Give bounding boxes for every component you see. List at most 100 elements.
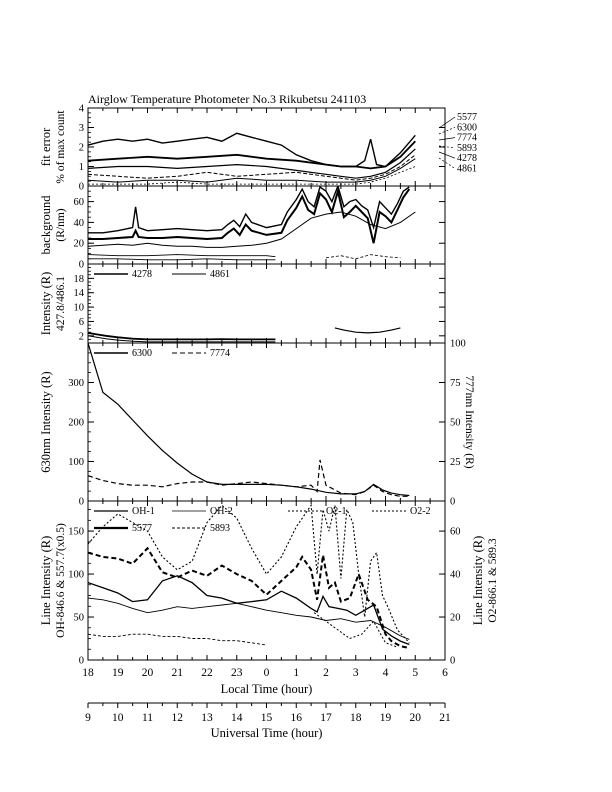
y-right-axis-label: Line Intensity (R) [471,536,485,626]
panel-blue-green-intensity: 2 6 10 14 18 Intensity (R) 427.8/486.1 4278 4861 [39,263,446,344]
panel-fit-error: 0 1 2 3 4 fit error% of max count 557763007774… [39,104,477,193]
ut-tick-label: 12 [172,712,184,724]
ut-tick-label: 16 [291,712,303,724]
y-tick-label: 50 [74,613,85,624]
series-7774 [88,459,410,497]
series-oh-1 [88,186,410,234]
legend-o2-2: O2-2 [410,506,431,517]
legend-7774: 7774 [210,348,230,359]
y-axis-label: 630nm Intensity (R) [39,371,53,472]
panel-red-oxygen-intensity: 0 100 200 300 0 25 50 75 100 630nm Intensity (R) 7… [39,339,475,508]
series-4278 [88,332,276,341]
series-o2-1 [88,211,416,248]
legend-5893: 5893 [210,523,230,534]
y-tick-label: 0 [79,656,84,667]
ut-tick-label: 11 [142,712,153,724]
y-axis-label-2: 777nm Intensity (R) [463,375,475,468]
series-5577 [88,258,276,261]
series-6300 [88,343,410,497]
series-4278-dawn [334,327,401,334]
y-tick-label: 60 [74,197,85,208]
chart-title: Airglow Temperature Photometer No.3 Riku… [88,92,366,106]
right-label-leader [438,137,456,141]
y-axis-label: fit error [39,127,53,166]
right-label-5893: 5893 [457,143,477,154]
y-tick-label: 0 [79,182,84,193]
legend-5577: 5577 [132,523,152,534]
ut-tick-label: 15 [261,712,273,724]
y-right-tick-label: 25 [450,457,461,468]
series-o2-2 [88,254,276,258]
local-tick-label: 4 [383,667,389,679]
right-label-7774: 7774 [457,133,477,144]
y-tick-label: 14 [74,288,85,299]
ut-tick-label: 13 [201,712,213,724]
right-label-leader [438,157,456,169]
series-5893 [325,254,401,260]
local-tick-label: 3 [353,667,359,679]
legend-oh-1: OH-1 [132,506,155,517]
local-tick-label: 5 [412,667,418,679]
panel-frame [87,342,446,502]
series-4861 [88,166,416,185]
ut-tick-label: 21 [439,712,451,724]
y-tick-label: 300 [68,378,84,389]
y-right-tick-label: 60 [450,527,461,538]
y-tick-label: 100 [68,457,84,468]
series-5577 [88,132,416,168]
y-right-tick-label: 20 [450,613,461,624]
series-o2-1 [88,503,410,644]
ut-tick-label: 18 [350,712,362,724]
series-5893 [88,154,416,181]
y-tick-label: 100 [68,570,84,581]
panel-frame [87,185,446,265]
y-tick-label: 40 [74,218,85,229]
right-label-leader [438,151,456,159]
y-tick-label: 3 [79,123,84,134]
y-tick-label: 1 [79,162,84,173]
y-right-tick-label: 0 [450,656,455,667]
legend-4278: 4278 [132,269,152,280]
y-right-tick-label: 100 [450,339,466,350]
local-time-label: Local Time (hour) [221,682,313,696]
y-tick-label: 6 [79,317,84,328]
y-tick-label: 0 [79,497,84,508]
y-tick-label: 2 [79,331,84,342]
y-axis-label: background [39,195,53,255]
local-tick-label: 23 [231,667,243,679]
series-oh-2 [88,187,411,244]
local-tick-label: 19 [112,667,124,679]
y-axis-label-2: (R/nm) [55,208,67,241]
legend-6300: 6300 [132,348,152,359]
right-label-4861: 4861 [457,164,477,175]
y-tick-label: 4 [79,104,85,115]
series-6300 [88,140,416,170]
legend-oh-2: OH-2 [210,506,233,517]
y-axis-label: Intensity (R) [39,272,53,336]
right-label-leader [438,145,456,149]
y-axis-label-2: % of max count [55,110,67,184]
series-oh-1 [88,575,410,646]
y-axis-label: Line Intensity (R) [39,536,53,626]
local-tick-label: 20 [142,667,154,679]
y-tick-label: 10 [74,303,85,314]
panel-background: 0 20 40 60 background (R/nm) [39,185,446,271]
series-5893 [88,633,267,646]
local-tick-label: 22 [201,667,213,679]
right-label-6300: 6300 [457,122,477,133]
series-4278 [88,158,416,183]
ut-tick-label: 10 [112,712,124,724]
ut-tick-label: 14 [231,712,243,724]
y-tick-label: 150 [68,527,84,538]
local-tick-label: 2 [323,667,329,679]
y-tick-label: 0 [79,260,84,271]
series-oh-2 [88,597,410,640]
ut-tick-label: 9 [85,712,91,724]
legend-4861: 4861 [210,269,230,280]
right-label-4278: 4278 [457,153,477,164]
y-axis-label-2: 427.8/486.1 [55,276,67,331]
right-label-leader [438,126,456,135]
series-7774 [88,148,416,179]
y-right-tick-label: 75 [450,378,461,389]
